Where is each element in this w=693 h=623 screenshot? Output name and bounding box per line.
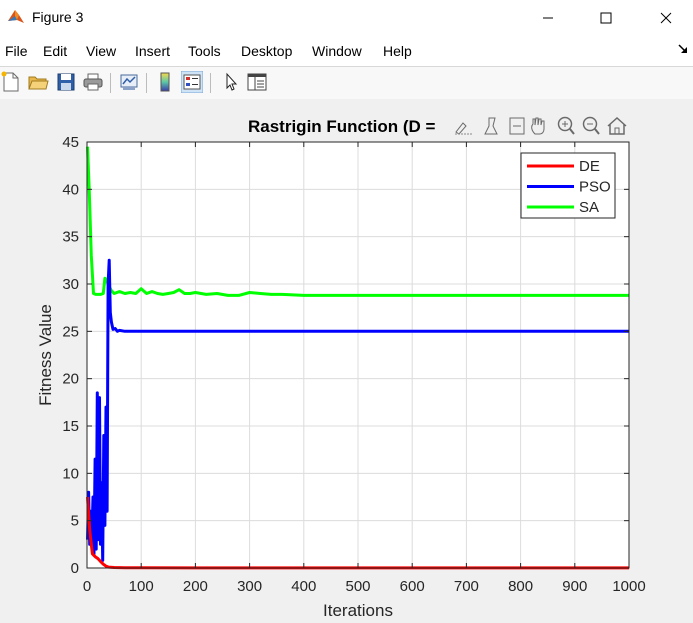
open-file-icon[interactable]: [27, 71, 49, 93]
new-figure-icon[interactable]: [0, 71, 22, 93]
maximize-icon: [600, 12, 612, 24]
toolbar-separator: [110, 73, 111, 93]
y-axis-label: Fitness Value: [36, 304, 55, 406]
chart-title: Rastrigin Function (D =: [248, 117, 436, 136]
x-tick-label: 200: [183, 578, 208, 595]
zoom-in-icon[interactable]: [557, 116, 575, 135]
matlab-logo-icon: [8, 10, 24, 23]
x-axis-label: Iterations: [323, 601, 393, 620]
y-tick-label: 40: [62, 181, 79, 198]
line-chart[interactable]: 0 100 200 300 400 500 600 700 800 900 1000 0 5 10 15 20…: [0, 99, 693, 623]
series-line-pso: [86, 258, 629, 562]
toolbar-separator: [210, 73, 211, 93]
menu-desktop[interactable]: Desktop: [241, 43, 293, 59]
x-tick-label: 100: [129, 578, 154, 595]
y-tick-label: 10: [62, 465, 79, 482]
x-tick-label: 500: [345, 578, 370, 595]
figure-canvas: 0 100 200 300 400 500 600 700 800 900 1000 0 5 10 15 20…: [0, 99, 693, 623]
legend-label-sa: SA: [579, 199, 599, 216]
zoom-out-icon[interactable]: [582, 116, 600, 135]
axis-ticks: 0 100 200 300 400 500 600 700 800 900 1000 0 5 10 15 20…: [62, 134, 645, 595]
y-tick-label: 5: [71, 513, 79, 530]
x-tick-label: 700: [454, 578, 479, 595]
pan-icon[interactable]: [531, 117, 545, 135]
restore-view-icon[interactable]: [509, 117, 525, 135]
menu-view[interactable]: View: [86, 43, 117, 59]
x-tick-label: 900: [562, 578, 587, 595]
menu-edit[interactable]: Edit: [43, 43, 68, 59]
y-tick-label: 45: [62, 134, 79, 151]
dock-figure-icon[interactable]: [678, 44, 688, 54]
y-tick-label: 0: [71, 560, 79, 577]
legend[interactable]: DE PSO SA: [520, 152, 616, 219]
link-plot-icon[interactable]: [118, 71, 140, 93]
y-tick-label: 35: [62, 229, 79, 246]
title-bar: Figure 3: [0, 0, 693, 36]
axes-toolbar: [453, 115, 633, 137]
legend-label-pso: PSO: [579, 179, 611, 196]
x-tick-label: 800: [508, 578, 533, 595]
menu-window[interactable]: Window: [312, 43, 362, 59]
x-tick-label: 400: [291, 578, 316, 595]
y-tick-label: 20: [62, 371, 79, 388]
x-tick-label: 600: [400, 578, 425, 595]
data-tips-icon[interactable]: [484, 117, 498, 135]
insert-legend-icon[interactable]: [181, 71, 203, 93]
y-tick-label: 25: [62, 323, 79, 340]
toolbar-separator: [146, 73, 147, 93]
minimize-icon: [543, 17, 553, 19]
menu-help[interactable]: Help: [383, 43, 412, 59]
y-tick-label: 15: [62, 418, 79, 435]
x-tick-label: 1000: [612, 578, 645, 595]
figure-toolbar: [0, 66, 693, 100]
window-title: Figure 3: [32, 9, 84, 25]
x-tick-label: 0: [83, 578, 91, 595]
property-inspector-icon[interactable]: [246, 71, 268, 93]
menu-tools[interactable]: Tools: [188, 43, 221, 59]
minimize-button[interactable]: [518, 0, 578, 36]
insert-colorbar-icon[interactable]: [154, 71, 176, 93]
close-button[interactable]: [636, 0, 693, 36]
edit-plot-arrow-icon[interactable]: [220, 71, 242, 93]
save-icon[interactable]: [55, 71, 77, 93]
legend-label-de: DE: [579, 158, 600, 175]
y-tick-label: 30: [62, 276, 79, 293]
menu-bar: File Edit View Insert Tools Desktop Wind…: [0, 36, 693, 66]
home-icon[interactable]: [607, 116, 627, 135]
close-icon: [660, 12, 672, 24]
maximize-button[interactable]: [576, 0, 636, 36]
menu-insert[interactable]: Insert: [135, 43, 171, 59]
menu-file[interactable]: File: [5, 43, 28, 59]
x-tick-label: 300: [237, 578, 262, 595]
print-icon[interactable]: [82, 71, 104, 93]
brush-data-icon[interactable]: [455, 122, 473, 135]
series-line-sa: [86, 146, 629, 297]
